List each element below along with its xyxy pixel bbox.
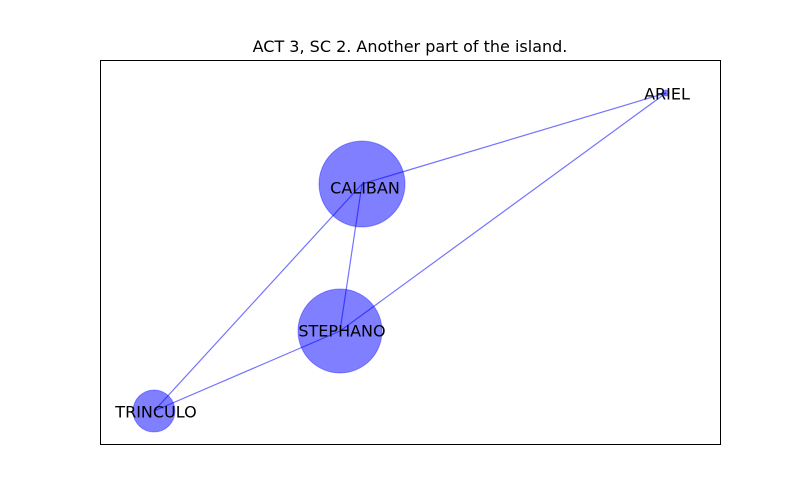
node-ariel — [662, 89, 670, 97]
plot-frame — [100, 60, 721, 445]
edges-layer — [153, 92, 667, 412]
node-trinculo — [132, 389, 176, 433]
node-label-stephano: STEPHANO — [298, 322, 385, 341]
nodes-layer — [132, 89, 670, 433]
labels-layer: CALIBAN ARIEL STEPHANO TRINCULO — [114, 85, 690, 422]
chart-title: ACT 3, SC 2. Another part of the island. — [253, 37, 568, 56]
node-label-caliban: CALIBAN — [330, 179, 400, 198]
edge-caliban-trinculo — [153, 183, 363, 412]
edge-ariel-stephano — [339, 92, 667, 332]
node-stephano — [297, 288, 383, 374]
edge-caliban-ariel — [361, 92, 667, 185]
node-caliban — [318, 140, 406, 228]
node-label-ariel: ARIEL — [644, 85, 690, 104]
node-label-trinculo: TRINCULO — [114, 403, 196, 422]
